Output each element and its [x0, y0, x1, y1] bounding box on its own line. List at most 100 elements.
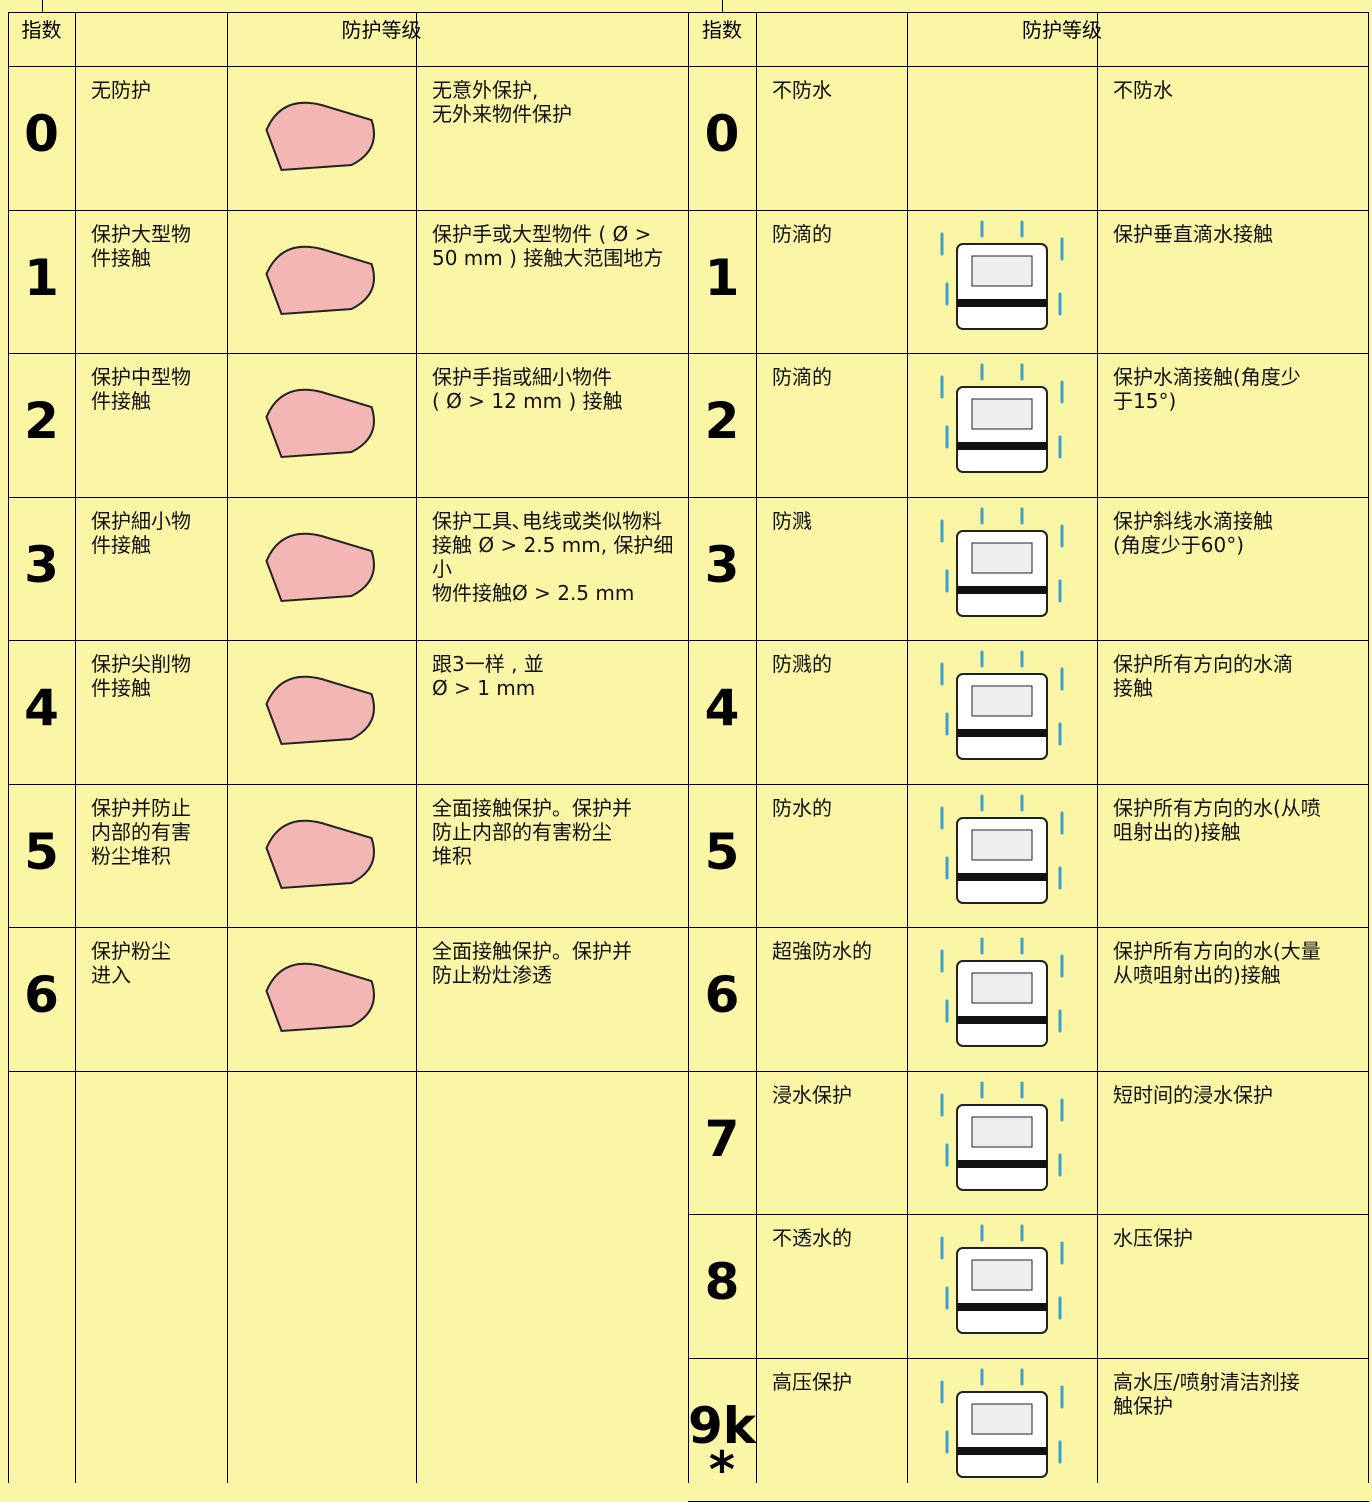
index: 2: [24, 392, 59, 450]
illustration: [265, 245, 375, 315]
description: 保护水滴接触(角度少 于15°): [1113, 365, 1301, 413]
rule: [8, 12, 9, 1483]
rule: [8, 784, 689, 785]
rule: [722, 0, 723, 12]
rule: [688, 1071, 1369, 1072]
illustration: [940, 794, 1064, 904]
rule: [756, 12, 757, 1483]
index: 0: [704, 105, 740, 163]
rule: [8, 497, 689, 498]
illustration: [940, 507, 1064, 617]
rule: [688, 1214, 1369, 1215]
description: 保护所有方向的水(大量 从喷咀射出的)接触: [1113, 939, 1321, 987]
rule: [8, 927, 689, 928]
index: 3: [704, 535, 740, 594]
index: 4: [704, 679, 740, 737]
name: 防溅的: [772, 652, 832, 676]
header-level: 防护等级: [1022, 18, 1102, 42]
name: 防滴的: [772, 221, 832, 246]
index: 1: [24, 248, 59, 307]
illustration: [940, 1081, 1064, 1191]
rule: [688, 497, 1369, 498]
description: 保护所有方向的水(从喷 咀射出的)接触: [1113, 795, 1321, 844]
description: 水压保护: [1113, 1226, 1193, 1250]
description: 保护手指或細小物件 ( Ø > 12 mm ) 接触: [432, 365, 623, 413]
illustration: [265, 819, 375, 889]
rule: [8, 66, 689, 67]
rule: [416, 12, 417, 1483]
illustration: [940, 937, 1064, 1047]
description: 保护所有方向的水滴 接触: [1113, 652, 1293, 700]
rule: [688, 784, 1369, 785]
description: 保护工具､电线或类似物料 接触 Ø > 2.5 mm, 保护细小 物件接触Ø >…: [432, 508, 674, 605]
illustration: [940, 1368, 1064, 1478]
rule: [688, 210, 1369, 211]
illustration: [265, 532, 375, 602]
rule: [688, 1358, 1369, 1359]
rule: [688, 640, 1369, 641]
name: 防溅: [772, 508, 812, 533]
description: 短时间的浸水保护: [1113, 1082, 1273, 1107]
rule: [688, 12, 1369, 13]
name: 保护尖削物 件接触: [91, 652, 191, 700]
illustration: [940, 220, 1064, 330]
description: 保护手或大型物件 ( Ø > 50 mm ) 接触大范围地方: [432, 221, 664, 270]
illustration: [265, 962, 375, 1033]
name: 无防护: [91, 78, 151, 102]
rule: [8, 1071, 689, 1072]
rule: [907, 12, 908, 1483]
description: 无意外保护, 无外来物件保护: [432, 78, 572, 126]
index: 6: [24, 966, 59, 1024]
rule: [8, 353, 689, 354]
index: 2: [704, 392, 740, 450]
description: 保护垂直滴水接触: [1113, 221, 1273, 246]
name: 不透水的: [772, 1226, 852, 1250]
illustration: [940, 1224, 1064, 1334]
rule: [8, 640, 689, 641]
name: 防滴的: [772, 365, 832, 389]
name: 保护粉尘 进入: [91, 939, 171, 987]
rule: [42, 0, 43, 12]
rule: [8, 210, 689, 211]
name: 保护細小物 件接触: [91, 508, 191, 557]
index: 7: [704, 1109, 740, 1168]
index: 6: [704, 966, 740, 1024]
rule: [1097, 12, 1098, 1483]
name: 保护中型物 件接触: [91, 365, 191, 413]
description: 全面接触保护。保护并 防止粉灶渗透: [432, 939, 632, 987]
name: 保护并防止 内部的有害 粉尘堆积: [91, 795, 191, 868]
illustration: [265, 388, 375, 459]
name: 防水的: [772, 795, 832, 820]
illustration: [940, 650, 1064, 760]
index: 8: [704, 1253, 740, 1311]
illustration: [940, 363, 1064, 473]
index: 9k *: [688, 1396, 757, 1499]
rule: [75, 12, 76, 1483]
illustration: [265, 101, 375, 172]
index: 5: [704, 822, 740, 881]
name: 不防水: [772, 78, 832, 102]
rule: [1368, 12, 1369, 1483]
rule: [227, 12, 228, 1483]
description: 跟3一样 , 並 Ø > 1 mm: [432, 652, 544, 700]
name: 高压保护: [772, 1369, 852, 1394]
name: 保护大型物 件接触: [91, 221, 191, 270]
rule: [8, 12, 689, 13]
name: 浸水保护: [772, 1082, 852, 1107]
description: 全面接触保护。保护并 防止内部的有害粉尘 堆积: [432, 795, 632, 868]
index: 1: [704, 248, 740, 307]
rule: [688, 353, 1369, 354]
index: 4: [24, 679, 59, 737]
rule: [688, 66, 1369, 67]
index: 0: [24, 105, 59, 163]
description: 不防水: [1113, 78, 1173, 102]
rule: [688, 12, 689, 1483]
header-index: 指数: [21, 18, 62, 42]
rule: [688, 927, 1369, 928]
illustration: [265, 675, 375, 746]
index: 5: [24, 822, 59, 881]
header-index: 指数: [702, 18, 742, 42]
description: 高水压/喷射清洁剂接 触保护: [1113, 1369, 1300, 1418]
header-level: 防护等级: [341, 18, 422, 42]
